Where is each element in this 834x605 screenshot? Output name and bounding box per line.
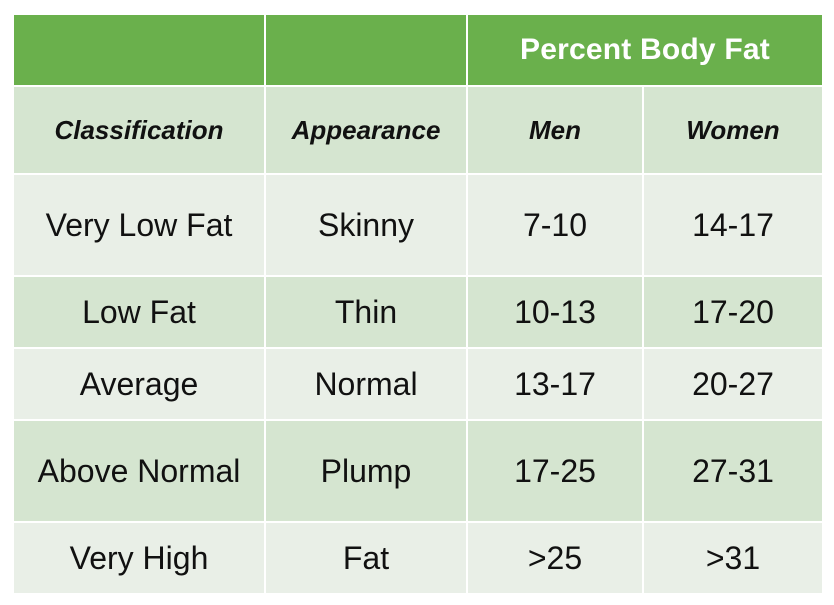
body-fat-table: Percent Body Fat Classification Appearan…	[12, 13, 824, 595]
classification-cell: Average	[12, 347, 266, 421]
appearance-cell: Thin	[264, 275, 468, 349]
empty-header-cell	[12, 13, 266, 87]
men-cell: 7-10	[466, 173, 644, 277]
classification-cell: Very Low Fat	[12, 173, 266, 277]
women-cell: 14-17	[642, 173, 824, 277]
classification-cell: Above Normal	[12, 419, 266, 523]
men-cell: >25	[466, 521, 644, 595]
table-row: Above Normal Plump 17-25 27-31	[12, 419, 824, 523]
table-row: Very High Fat >25 >31	[12, 521, 824, 595]
body-fat-table-container: Percent Body Fat Classification Appearan…	[12, 13, 824, 595]
column-header-classification: Classification	[12, 85, 266, 175]
women-cell: 27-31	[642, 419, 824, 523]
appearance-cell: Skinny	[264, 173, 468, 277]
men-cell: 10-13	[466, 275, 644, 349]
table-row: Low Fat Thin 10-13 17-20	[12, 275, 824, 349]
column-header-appearance: Appearance	[264, 85, 468, 175]
women-cell: >31	[642, 521, 824, 595]
women-cell: 17-20	[642, 275, 824, 349]
table-row: Average Normal 13-17 20-27	[12, 347, 824, 421]
classification-cell: Low Fat	[12, 275, 266, 349]
men-cell: 17-25	[466, 419, 644, 523]
appearance-cell: Plump	[264, 419, 468, 523]
column-header-men: Men	[466, 85, 644, 175]
classification-cell: Very High	[12, 521, 266, 595]
column-header-women: Women	[642, 85, 824, 175]
group-header-row: Percent Body Fat	[12, 13, 824, 87]
appearance-cell: Normal	[264, 347, 468, 421]
column-header-row: Classification Appearance Men Women	[12, 85, 824, 175]
empty-header-cell	[264, 13, 468, 87]
table-row: Very Low Fat Skinny 7-10 14-17	[12, 173, 824, 277]
women-cell: 20-27	[642, 347, 824, 421]
appearance-cell: Fat	[264, 521, 468, 595]
men-cell: 13-17	[466, 347, 644, 421]
percent-body-fat-header: Percent Body Fat	[466, 13, 824, 87]
